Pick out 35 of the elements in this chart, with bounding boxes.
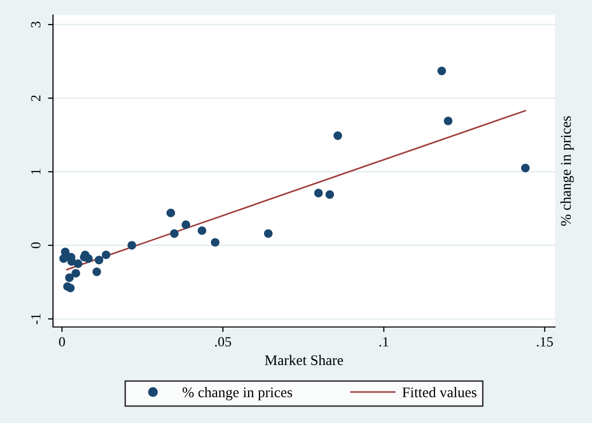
point [94,256,104,264]
point [166,208,176,218]
y-tick-label: 0 [31,242,40,248]
point [521,164,530,172]
x-tick-label: 0 [59,337,65,346]
point [198,226,206,235]
x-tick-label: .15 [536,337,553,347]
x-tick-label: .05 [215,337,232,347]
point [437,66,446,76]
x-axis-title: Market Share [264,354,343,366]
point [92,268,102,276]
legend-label: Fitted values [402,387,476,398]
y-tick-label: 1 [31,169,40,174]
point [84,254,93,263]
point [264,229,273,238]
point [65,273,74,282]
y-tick-label: 3 [31,22,40,28]
point [128,241,136,250]
legend-label: % change in prices [182,387,292,400]
y-tick-label: -1 [31,314,40,324]
x-tick-label: .1 [380,337,388,347]
point [59,254,68,263]
point [102,250,110,260]
point [444,116,452,126]
point [210,238,220,247]
point [325,190,334,199]
point [182,220,190,229]
y-tick-label: 2 [31,95,40,102]
point [170,229,179,238]
y-axis-title: % change in prices [560,116,574,226]
point [314,188,323,198]
point [334,131,342,140]
point [74,259,82,268]
point [66,284,75,292]
point [72,269,80,278]
